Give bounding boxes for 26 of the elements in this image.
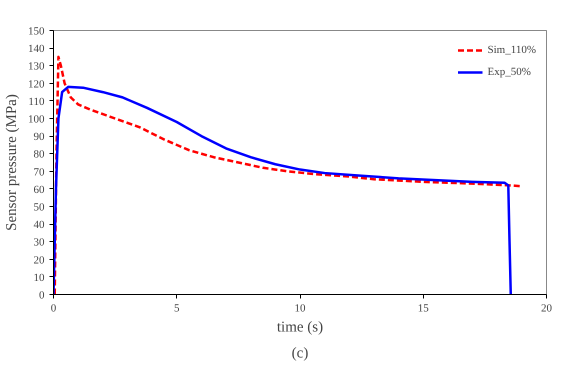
y-tick-label: 100 <box>28 114 45 126</box>
x-axis-title: time (s) <box>276 320 324 336</box>
y-axis-title: Sensor pressure (MPa) <box>4 94 20 231</box>
y-tick-label: 140 <box>28 43 45 56</box>
x-tick-label: 15 <box>418 302 430 314</box>
legend-label: Exp_50% <box>488 66 531 78</box>
y-tick-label: 90 <box>34 131 45 144</box>
y-tick-label: 40 <box>34 219 45 232</box>
y-tick-label: 50 <box>34 202 45 214</box>
y-tick-label: 70 <box>34 166 45 178</box>
x-tick-label: 0 <box>50 302 57 314</box>
x-tick-label: 10 <box>294 302 306 314</box>
y-tick-label: 130 <box>28 60 45 73</box>
y-tick-label: 60 <box>34 184 45 196</box>
y-tick-label: 30 <box>34 236 45 249</box>
x-tick-label: 5 <box>174 302 180 314</box>
text: (c) <box>292 346 308 362</box>
y-tick-label: 150 <box>28 26 45 38</box>
x-tick-label: 20 <box>541 302 552 314</box>
y-tick-label: 80 <box>34 148 45 161</box>
y-tick-label: 0 <box>39 290 45 302</box>
legend-label: Sim_110% <box>488 44 536 56</box>
y-tick-label: 110 <box>28 96 45 108</box>
y-tick-label: 20 <box>34 254 45 266</box>
y-tick-label: 10 <box>34 272 45 284</box>
y-tick-label: 120 <box>28 78 45 90</box>
